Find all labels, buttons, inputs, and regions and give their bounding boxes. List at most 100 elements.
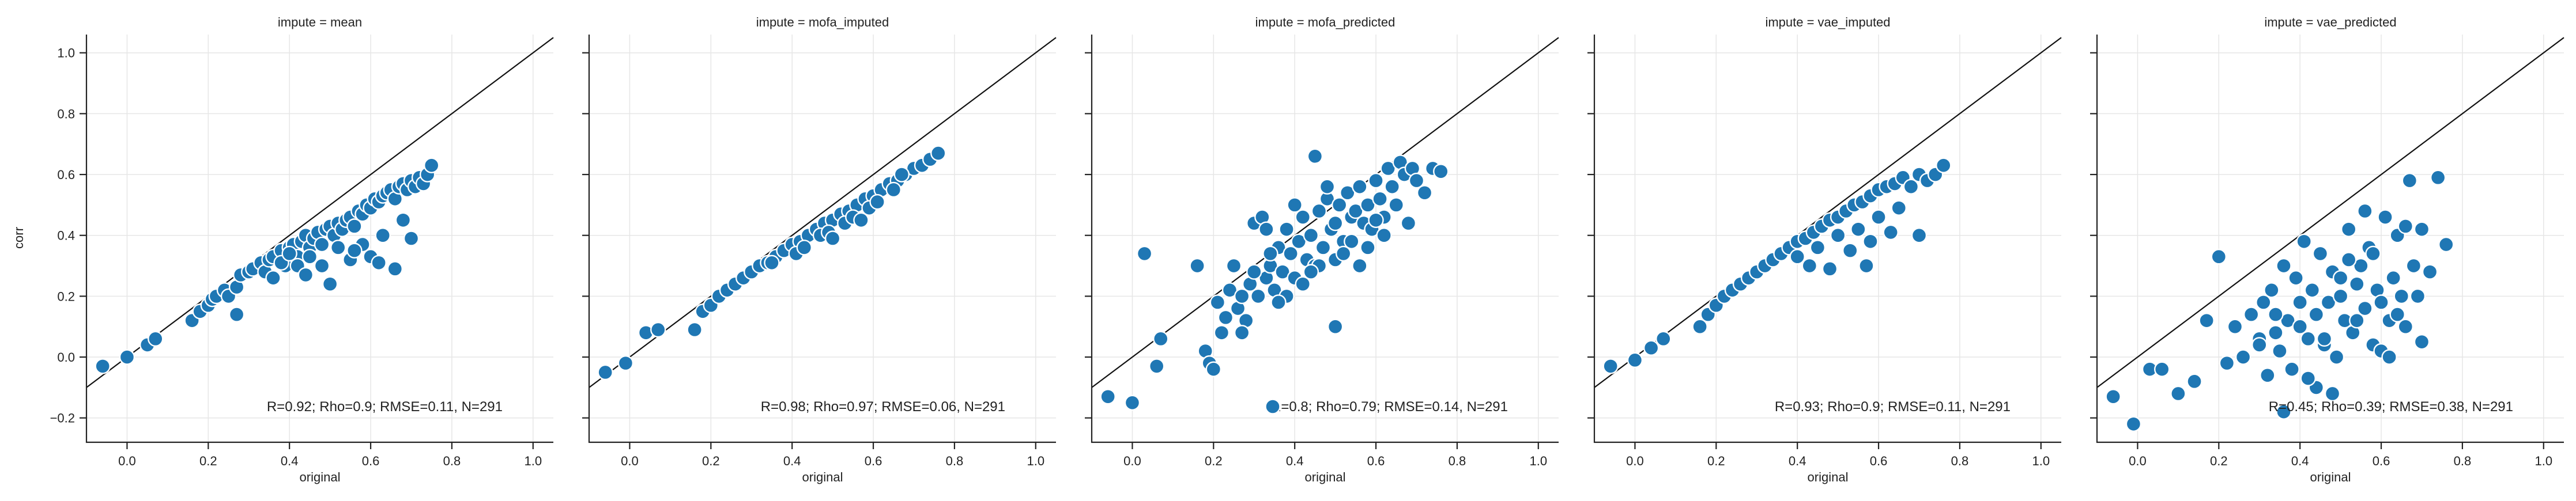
scatter-point bbox=[687, 321, 703, 338]
scatter-point bbox=[1883, 224, 1899, 241]
scatter-point bbox=[2397, 218, 2414, 234]
scatter-point bbox=[1311, 203, 1327, 219]
scatter-point bbox=[346, 242, 363, 259]
scatter-point bbox=[930, 145, 946, 161]
scatter-point bbox=[1258, 221, 1274, 237]
scatter-point bbox=[1643, 340, 1659, 356]
scatter-point bbox=[1246, 264, 1262, 280]
scatter-point bbox=[1278, 221, 1295, 237]
scatter-point bbox=[2276, 404, 2292, 420]
x-tick-label: 0.0 bbox=[1123, 454, 1141, 468]
scatter-point bbox=[1270, 294, 1287, 310]
x-tick-label: 0.2 bbox=[1707, 454, 1725, 468]
axis-spines bbox=[2096, 35, 2564, 443]
panel-title: impute = mofa_imputed bbox=[756, 15, 889, 29]
scatter-point bbox=[2332, 288, 2349, 305]
scatter-point bbox=[617, 355, 634, 371]
scatter-point bbox=[1335, 245, 1352, 262]
scatter-point bbox=[869, 193, 885, 210]
scatter-point bbox=[2251, 337, 2268, 353]
y-tick-label: 0.8 bbox=[57, 107, 75, 121]
scatter-point bbox=[2349, 312, 2365, 329]
scatter-point bbox=[1234, 288, 1250, 305]
scatter-point bbox=[796, 240, 813, 256]
scatter-point bbox=[330, 240, 346, 256]
scatter-point bbox=[2349, 276, 2365, 292]
scatter-point bbox=[314, 257, 330, 274]
scatter-point bbox=[1234, 325, 1250, 341]
scatter-point bbox=[1148, 358, 1165, 374]
scatter-point bbox=[1262, 245, 1278, 262]
x-axis-label: original bbox=[1808, 470, 1849, 484]
scatter-point bbox=[2105, 389, 2121, 405]
scatter-point bbox=[650, 321, 666, 338]
scatter-point bbox=[1100, 389, 1116, 405]
scatter-point bbox=[2292, 294, 2308, 310]
scatter-point bbox=[2357, 203, 2373, 219]
panel-title: impute = vae_imputed bbox=[1765, 15, 1890, 29]
stats-annotation: R=0.92; Rho=0.9; RMSE=0.11, N=291 bbox=[267, 399, 503, 415]
scatter-point bbox=[2284, 361, 2300, 377]
scatter-point bbox=[2292, 318, 2308, 335]
scatter-point bbox=[2300, 370, 2316, 386]
scatter-point bbox=[893, 166, 910, 183]
x-tick-label: 0.6 bbox=[1870, 454, 1888, 468]
scatter-point bbox=[2438, 236, 2454, 253]
scatter-point bbox=[2260, 367, 2276, 384]
panel-title: impute = mean bbox=[278, 15, 362, 29]
scatter-point bbox=[2227, 318, 2243, 335]
stats-annotation: R=0.93; Rho=0.9; RMSE=0.11, N=291 bbox=[1775, 399, 2011, 415]
x-tick-label: 0.6 bbox=[362, 454, 380, 468]
scatter-point bbox=[2401, 172, 2418, 189]
scatter-point bbox=[1692, 318, 1708, 335]
scatter-point bbox=[297, 267, 314, 283]
x-tick-label: 0.4 bbox=[783, 454, 801, 468]
scatter-point bbox=[1287, 197, 1303, 213]
scatter-point bbox=[1789, 249, 1805, 265]
scatter-point bbox=[1388, 197, 1404, 213]
x-tick-label: 0.2 bbox=[702, 454, 720, 468]
scatter-point bbox=[2405, 257, 2422, 274]
stats-annotation: R=0.45; Rho=0.39; RMSE=0.38, N=291 bbox=[2269, 399, 2513, 415]
scatter-point bbox=[2125, 416, 2142, 432]
scatter-point bbox=[2381, 349, 2397, 365]
scatter-point bbox=[1368, 172, 1384, 189]
scatter-point bbox=[597, 364, 613, 381]
scatter-point bbox=[2235, 349, 2251, 365]
scatter-point bbox=[1655, 331, 1672, 347]
scatter-point bbox=[1416, 185, 1433, 201]
x-tick-label: 1.0 bbox=[1529, 454, 1547, 468]
y-tick-label: 1.0 bbox=[57, 46, 75, 60]
scatter-point bbox=[265, 270, 281, 286]
x-tick-label: 1.0 bbox=[524, 454, 542, 468]
x-tick-label: 1.0 bbox=[1027, 454, 1044, 468]
scatter-point bbox=[2219, 355, 2235, 371]
scatter-point bbox=[1136, 245, 1153, 262]
scatter-point bbox=[2186, 373, 2202, 390]
scatter-point bbox=[395, 212, 412, 228]
scatter-point bbox=[2422, 264, 2438, 280]
scatter-point bbox=[1295, 276, 1311, 292]
scatter-point bbox=[2296, 233, 2312, 249]
scatter-point bbox=[1936, 157, 1952, 173]
scatter-point bbox=[371, 255, 387, 271]
scatter-point bbox=[1891, 200, 1907, 216]
scatter-point bbox=[2413, 333, 2430, 350]
scatter-point bbox=[2288, 270, 2304, 286]
scatter-point bbox=[1303, 227, 1319, 244]
scatter-point bbox=[1344, 233, 1360, 249]
identity-diagonal-line bbox=[86, 37, 554, 388]
scatter-point bbox=[2365, 245, 2381, 262]
x-tick-label: 0.0 bbox=[2129, 454, 2147, 468]
scatter-point bbox=[2264, 282, 2280, 298]
scatter-point bbox=[1408, 172, 1425, 189]
y-tick-label: −0.2 bbox=[50, 411, 75, 426]
scatter-point bbox=[2393, 288, 2409, 305]
x-tick-label: 0.8 bbox=[2454, 454, 2472, 468]
x-tick-label: 0.8 bbox=[946, 454, 964, 468]
stats-annotation: R=0.98; Rho=0.97; RMSE=0.06, N=291 bbox=[761, 399, 1005, 415]
scatter-point bbox=[2413, 221, 2430, 237]
scatter-point bbox=[885, 181, 902, 198]
scatter-point bbox=[2340, 221, 2357, 237]
